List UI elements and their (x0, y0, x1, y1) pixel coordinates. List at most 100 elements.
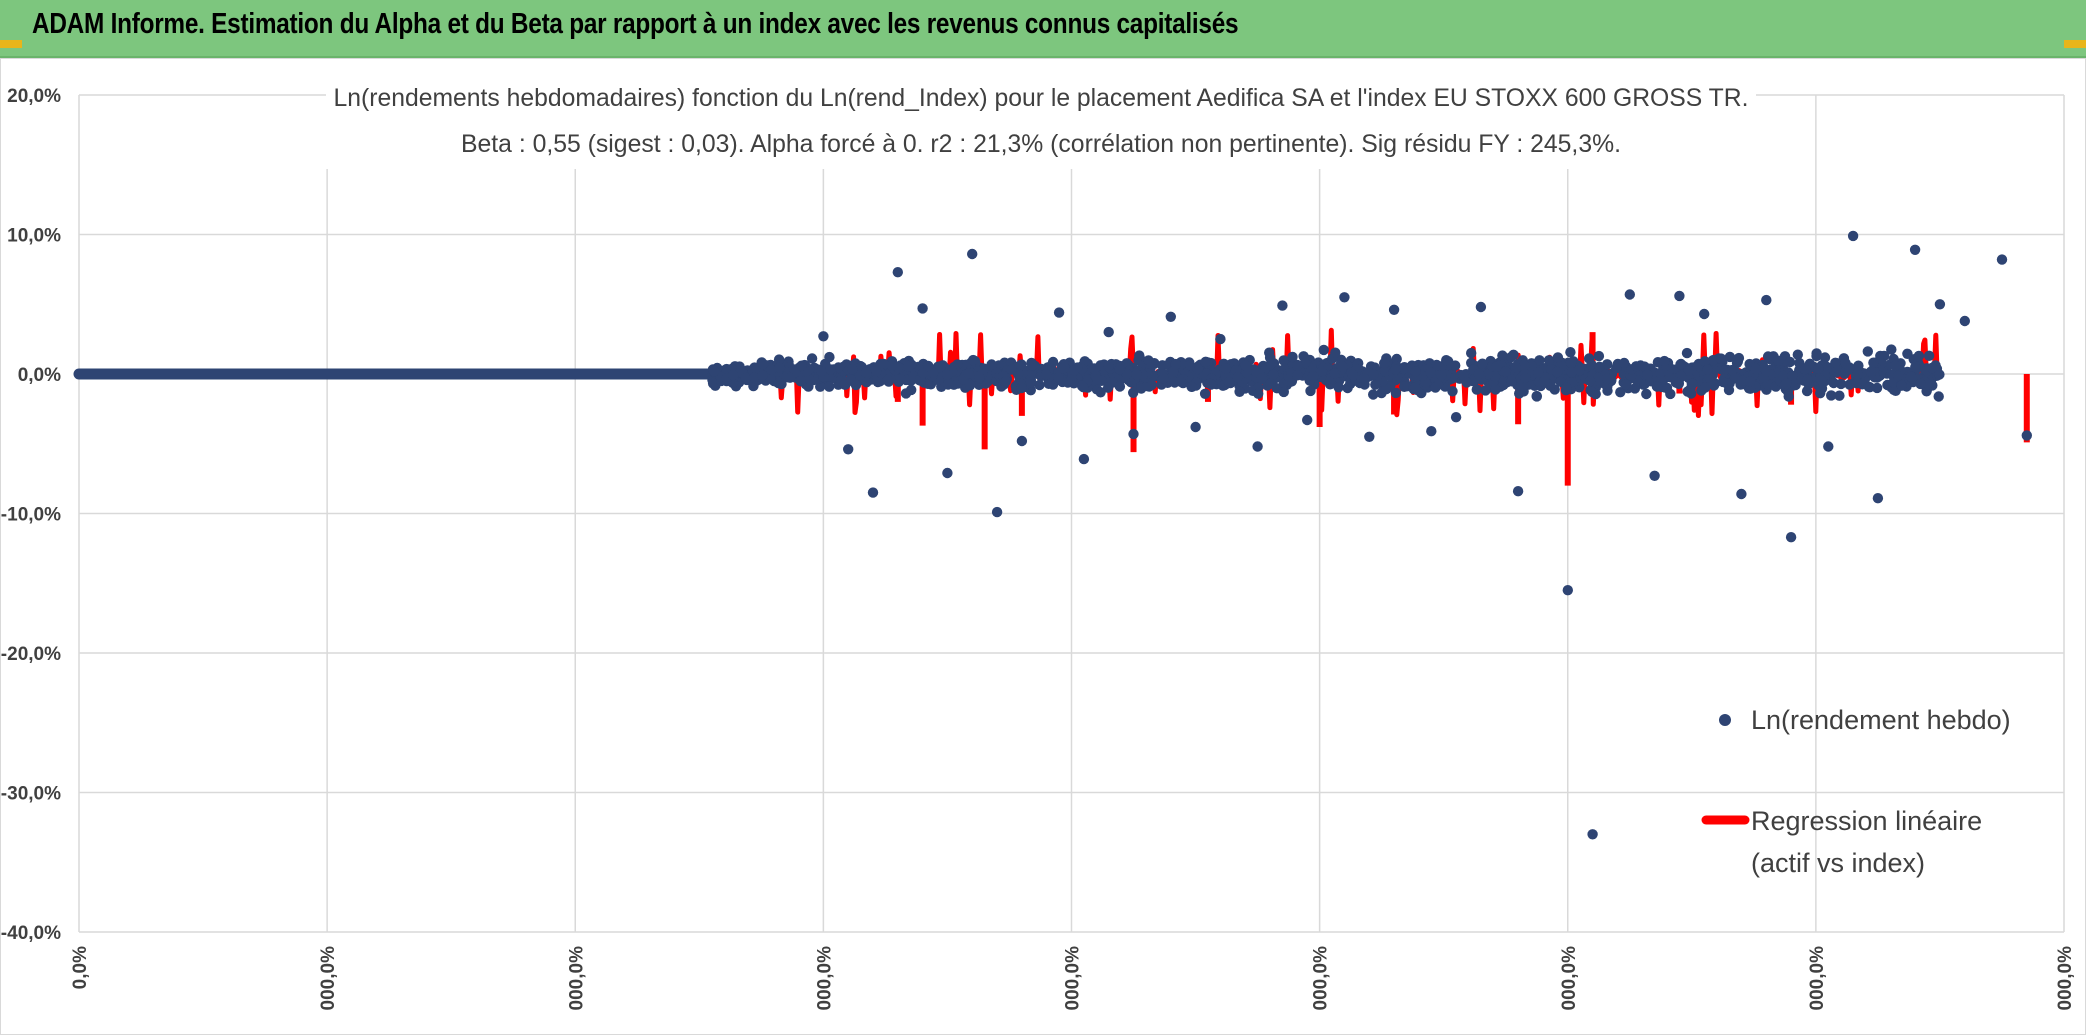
y-tick-label: 20,0% (7, 86, 61, 107)
data-point (1811, 350, 1822, 362)
data-point (974, 372, 985, 383)
data-point (1330, 347, 1341, 358)
data-point (845, 374, 856, 385)
y-axis: 20,0% 10,0% 0,0% -10,0% -20,0% -30,0% -40,0% (1, 86, 61, 944)
chart-area: 20,0% 10,0% 0,0% -10,0% -20,0% -30,0% -40,0% 0… (0, 58, 2086, 1035)
data-point-outlier (1736, 488, 1747, 500)
data-point (986, 359, 997, 370)
data-point (1784, 356, 1796, 368)
data-point-outlier (1078, 453, 1090, 465)
data-point (1076, 380, 1088, 392)
data-point (1865, 366, 1877, 377)
data-point (1696, 385, 1707, 396)
data-point (1594, 361, 1605, 372)
data-point (847, 364, 858, 375)
data-point-outlier (1699, 308, 1710, 320)
data-point (1819, 352, 1831, 363)
data-point-outlier (843, 444, 854, 455)
data-point (1292, 360, 1303, 371)
data-point (1566, 367, 1577, 378)
data-point (1602, 373, 1613, 384)
data-point (1206, 379, 1217, 390)
report-header: ADAM Informe. Estimation du Alpha et du … (0, 0, 2086, 58)
data-point-outlier (1761, 294, 1772, 306)
data-point (1347, 369, 1358, 380)
legend: Ln(rendement hebdo) Regression linéaire … (1701, 705, 2011, 878)
data-point (1491, 361, 1503, 372)
data-point (1787, 370, 1798, 381)
data-point (1586, 359, 1597, 370)
data-point (1659, 355, 1670, 367)
data-point (796, 360, 807, 371)
data-point (1913, 350, 1925, 362)
chart-title: Ln(rendements hebdomadaires) fonction du… (334, 84, 1749, 112)
data-point (968, 354, 979, 366)
x-tick-label: 0,0% (70, 946, 91, 989)
y-tick-label: -30,0% (1, 784, 61, 805)
data-point (1715, 353, 1727, 364)
data-point (860, 367, 872, 378)
data-point-outlier (1674, 290, 1685, 302)
data-point (1726, 364, 1738, 376)
data-point (1337, 361, 1348, 372)
data-point (1333, 382, 1344, 393)
data-point (1379, 358, 1390, 369)
data-point (886, 360, 898, 371)
data-point (1186, 381, 1197, 392)
data-point-outlier (867, 487, 879, 498)
data-point (1687, 378, 1698, 390)
data-point (1670, 377, 1682, 388)
data-point (1724, 351, 1736, 363)
data-point (1733, 352, 1745, 364)
data-point (1520, 372, 1531, 383)
data-point (1128, 387, 1139, 398)
data-point (871, 365, 882, 377)
data-point-outlier (1364, 431, 1375, 442)
data-point-outlier (967, 248, 978, 260)
data-point (1390, 364, 1401, 375)
x-tick-label: 000,0% (814, 946, 835, 1011)
data-point (1508, 349, 1519, 360)
data-point (1828, 377, 1839, 389)
data-point (1410, 366, 1421, 377)
data-point (1826, 390, 1837, 401)
data-point (1620, 379, 1631, 390)
data-point-outlier (1847, 230, 1859, 242)
data-point (1095, 387, 1106, 398)
data-point-outlier (1277, 300, 1288, 311)
data-point (816, 366, 827, 377)
data-point (1631, 361, 1642, 372)
data-point (1510, 362, 1522, 373)
data-point (1639, 361, 1650, 372)
data-point (1681, 347, 1693, 359)
data-point (1641, 388, 1652, 400)
data-point-outlier (1215, 333, 1226, 345)
data-point (1316, 366, 1328, 377)
data-point-outlier (1959, 315, 1971, 327)
data-point (1092, 374, 1103, 385)
data-point (1745, 376, 1756, 387)
data-point-outlier (1823, 441, 1834, 452)
data-point (1533, 367, 1544, 378)
data-point-outlier (1190, 421, 1201, 433)
data-point (1134, 350, 1145, 361)
y-tick-label: 10,0% (7, 226, 61, 247)
data-point (942, 369, 953, 380)
data-point (1006, 364, 1017, 375)
data-point (766, 364, 777, 375)
data-point-outlier (1512, 486, 1524, 497)
data-point (906, 384, 917, 396)
chart-subtitle: Beta : 0,55 (sigest : 0,03). Alpha forcé… (461, 130, 1621, 158)
data-point (1934, 369, 1945, 380)
data-point (1473, 368, 1484, 380)
data-point (1131, 369, 1142, 380)
data-point (1034, 379, 1045, 391)
data-point (1813, 363, 1824, 374)
data-point (1027, 360, 1038, 371)
data-point (1792, 349, 1804, 360)
points-series (706, 154, 2033, 840)
data-point (1047, 356, 1059, 368)
data-point (1922, 378, 1934, 390)
data-point (1593, 350, 1605, 362)
data-point (1745, 383, 1756, 394)
